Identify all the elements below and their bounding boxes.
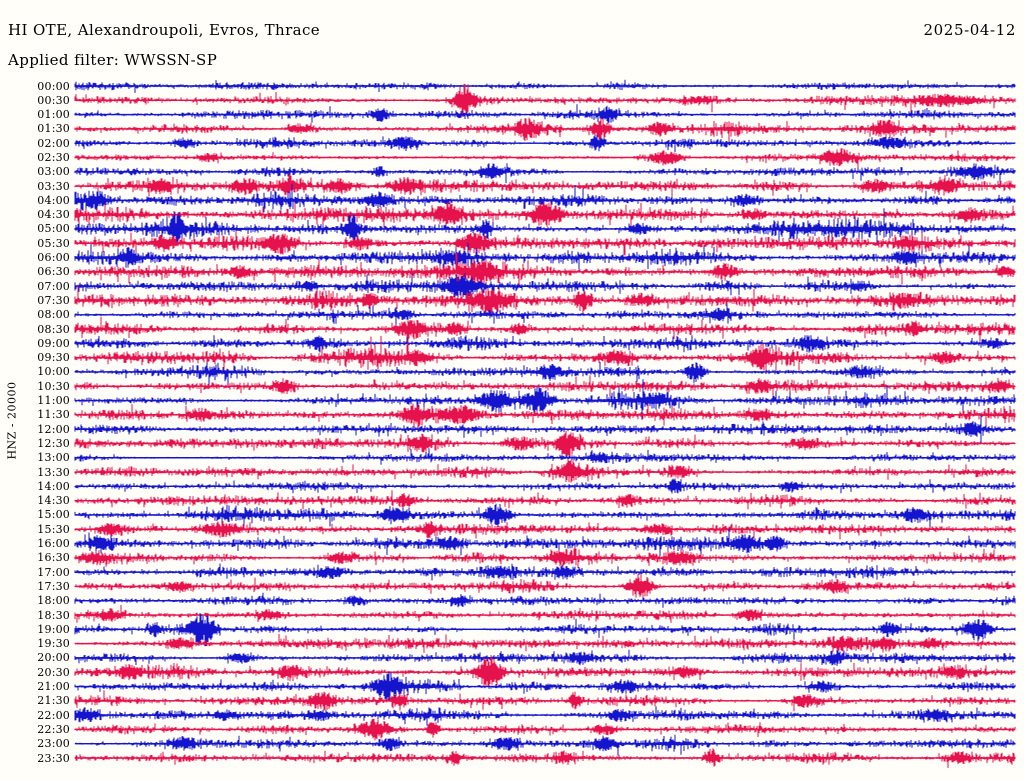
filter-label: Applied filter: WWSSN-SP — [8, 51, 218, 69]
trace-01:30 — [74, 117, 1016, 144]
time-label-20:00: 20:00 — [37, 651, 70, 665]
time-label-14:30: 14:30 — [37, 494, 70, 508]
trace-22:00 — [74, 706, 1016, 726]
time-label-16:30: 16:30 — [37, 551, 70, 565]
time-label-04:30: 04:30 — [37, 208, 70, 222]
trace-13:30 — [74, 459, 1016, 483]
time-label-06:30: 06:30 — [37, 265, 70, 279]
time-label-10:30: 10:30 — [37, 379, 70, 393]
date-label: 2025-04-12 — [923, 21, 1016, 39]
time-label-22:30: 22:30 — [37, 722, 70, 736]
trace-08:00 — [74, 304, 1016, 328]
time-label-19:30: 19:30 — [37, 637, 70, 651]
trace-03:00 — [74, 163, 1016, 184]
time-label-05:30: 05:30 — [37, 236, 70, 250]
time-label-02:00: 02:00 — [37, 136, 70, 150]
trace-14:30 — [74, 490, 1016, 510]
time-label-11:00: 11:00 — [37, 394, 70, 408]
time-label-07:30: 07:30 — [37, 293, 70, 307]
time-label-15:30: 15:30 — [37, 522, 70, 536]
time-label-04:00: 04:00 — [37, 193, 70, 207]
time-label-18:00: 18:00 — [37, 594, 70, 608]
time-label-15:00: 15:00 — [37, 508, 70, 522]
time-label-07:00: 07:00 — [37, 279, 70, 293]
trace-12:30 — [74, 430, 1016, 459]
trace-13:00 — [74, 448, 1016, 465]
time-label-00:00: 00:00 — [37, 79, 70, 93]
trace-07:30 — [74, 284, 1016, 314]
time-label-08:00: 08:00 — [37, 308, 70, 322]
time-label-02:30: 02:30 — [37, 150, 70, 164]
trace-06:00 — [74, 242, 1016, 270]
trace-15:30 — [74, 521, 1016, 540]
time-label-17:00: 17:00 — [37, 565, 70, 579]
station-title: HI OTE, Alexandroupoli, Evros, Thrace — [8, 21, 321, 39]
time-label-08:30: 08:30 — [37, 322, 70, 336]
time-label-19:00: 19:00 — [37, 622, 70, 636]
time-label-03:30: 03:30 — [37, 179, 70, 193]
trace-10:00 — [74, 361, 1016, 386]
trace-15:00 — [74, 503, 1016, 528]
time-label-21:30: 21:30 — [37, 694, 70, 708]
time-label-14:00: 14:00 — [37, 479, 70, 493]
time-label-12:00: 12:00 — [37, 422, 70, 436]
trace-03:30 — [74, 174, 1016, 197]
time-label-18:30: 18:30 — [37, 608, 70, 622]
time-label-23:30: 23:30 — [37, 751, 70, 765]
time-label-16:00: 16:00 — [37, 537, 70, 551]
time-label-12:30: 12:30 — [37, 436, 70, 450]
time-label-00:30: 00:30 — [37, 93, 70, 107]
trace-18:30 — [74, 605, 1016, 623]
time-label-13:30: 13:30 — [37, 465, 70, 479]
time-label-05:00: 05:00 — [37, 222, 70, 236]
time-label-09:00: 09:00 — [37, 336, 70, 350]
time-label-06:00: 06:00 — [37, 251, 70, 265]
time-label-20:30: 20:30 — [37, 665, 70, 679]
time-label-13:00: 13:00 — [37, 451, 70, 465]
time-label-21:00: 21:00 — [37, 680, 70, 694]
time-label-10:00: 10:00 — [37, 365, 70, 379]
time-label-22:00: 22:00 — [37, 708, 70, 722]
time-label-03:00: 03:00 — [37, 165, 70, 179]
trace-23:00 — [74, 734, 1016, 756]
time-label-01:00: 01:00 — [37, 108, 70, 122]
time-label-01:30: 01:30 — [37, 122, 70, 136]
time-label-09:30: 09:30 — [37, 351, 70, 365]
time-label-17:30: 17:30 — [37, 579, 70, 593]
time-label-11:30: 11:30 — [37, 408, 70, 422]
trace-02:30 — [74, 148, 1016, 169]
time-label-23:00: 23:00 — [37, 737, 70, 751]
